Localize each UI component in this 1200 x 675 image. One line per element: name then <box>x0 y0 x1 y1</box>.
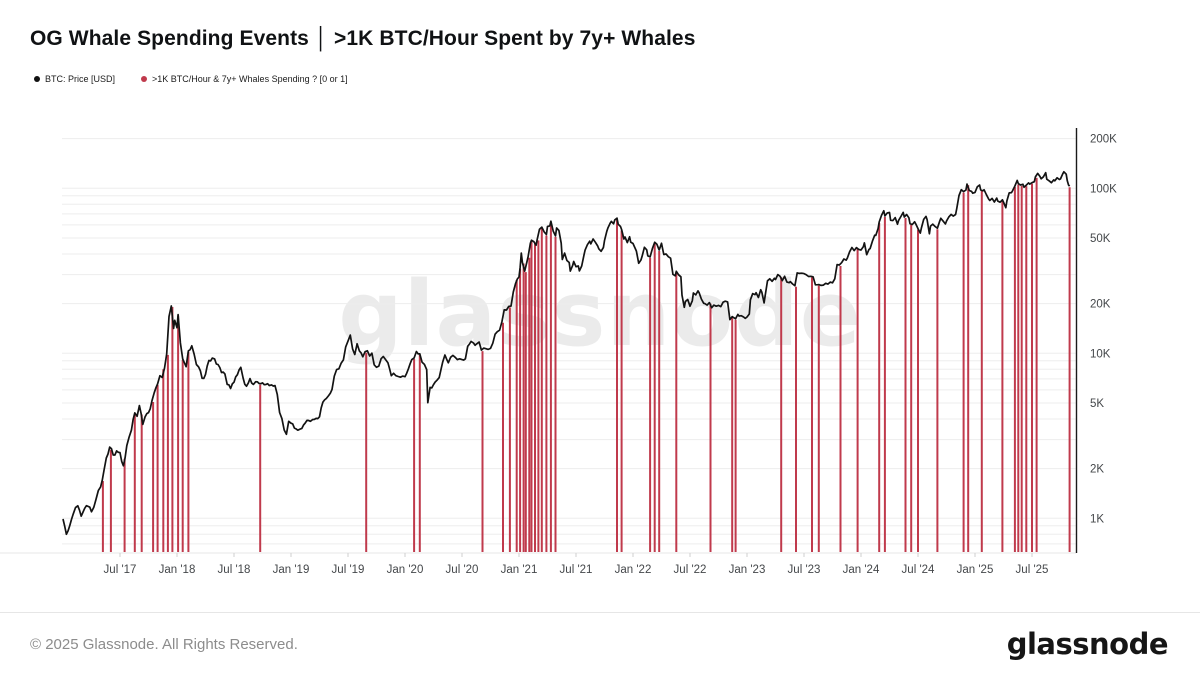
footer: © 2025 Glassnode. All Rights Reserved. g… <box>0 613 1200 675</box>
glassnode-logo: glassnode <box>1006 627 1169 661</box>
page-title: OG Whale Spending Events │ >1K BTC/Hour … <box>30 27 696 50</box>
x-tick-label: Jul '25 <box>1016 564 1049 576</box>
y-tick-label: 100K <box>1090 183 1117 195</box>
x-tick-label: Jan '18 <box>159 564 196 576</box>
y-tick-label: 10K <box>1090 348 1111 360</box>
event-bars <box>101 177 1071 552</box>
x-tick-label: Jan '19 <box>273 564 310 576</box>
legend-item-whale-spending[interactable]: >1K BTC/Hour & 7y+ Whales Spending ? [0 … <box>141 74 348 84</box>
x-tick-label: Jan '25 <box>957 564 994 576</box>
y-tick-label: 2K <box>1090 464 1104 476</box>
y-tick-label: 20K <box>1090 299 1111 311</box>
x-tick-label: Jan '24 <box>843 564 880 576</box>
copyright-text: © 2025 Glassnode. All Rights Reserved. <box>30 635 298 653</box>
btc-price-dot-icon <box>34 76 40 82</box>
y-tick-label: 1K <box>1090 513 1104 525</box>
gridlines <box>0 138 1076 554</box>
footer-divider <box>0 612 1200 613</box>
x-tick-label: Jan '23 <box>729 564 766 576</box>
legend-label: BTC: Price [USD] <box>45 74 116 84</box>
legend-item-btc-price[interactable]: BTC: Price [USD] <box>34 74 115 84</box>
y-tick-label: 200K <box>1090 134 1117 146</box>
y-tick-label: 50K <box>1090 233 1111 245</box>
chart-legend: BTC: Price [USD] >1K BTC/Hour & 7y+ Whal… <box>34 74 348 84</box>
y-tick-labels: 200K 100K 50K 20K 10K 5K 2K 1K <box>1090 134 1117 526</box>
legend-label: >1K BTC/Hour & 7y+ Whales Spending ? [0 … <box>152 74 348 84</box>
y-tick-label: 5K <box>1090 398 1104 410</box>
x-tick-label: Jul '17 <box>104 564 137 576</box>
x-tick-label: Jul '19 <box>332 564 365 576</box>
x-tick-label: Jul '23 <box>788 564 821 576</box>
x-tick-label: Jul '21 <box>560 564 593 576</box>
x-tick-label: Jul '22 <box>674 564 707 576</box>
x-tick-label: Jan '22 <box>615 564 652 576</box>
btc-price-line <box>62 170 1071 536</box>
x-tick-labels: Jul '17 Jan '18 Jul '18 Jan '19 Jul '19 Jan '… <box>104 553 1049 576</box>
x-tick-label: Jan '21 <box>501 564 538 576</box>
x-tick-label: Jul '18 <box>218 564 251 576</box>
whale-spending-dot-icon <box>141 76 148 82</box>
x-tick-label: Jan '20 <box>387 564 424 576</box>
x-tick-label: Jul '20 <box>446 564 479 576</box>
x-tick-label: Jul '24 <box>902 564 935 576</box>
